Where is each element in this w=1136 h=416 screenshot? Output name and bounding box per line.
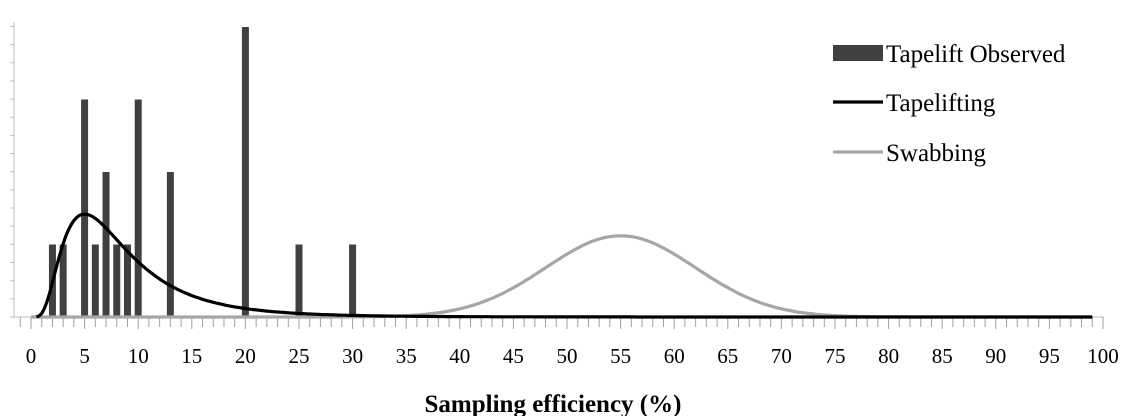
x-tick-label: 0 — [26, 344, 37, 368]
x-tick-label: 80 — [878, 344, 899, 368]
x-tick-label: 30 — [342, 344, 363, 368]
x-axis-title: Sampling efficiency (%) — [425, 391, 682, 416]
x-tick-label: 70 — [771, 344, 792, 368]
bar-20 — [241, 27, 249, 317]
x-tick-label: 55 — [610, 344, 631, 368]
x-tick-label: 90 — [985, 344, 1006, 368]
x-tick-label: 40 — [449, 344, 470, 368]
x-tick-label: 60 — [664, 344, 685, 368]
x-tick-label: 10 — [128, 344, 149, 368]
bar-5 — [81, 99, 89, 317]
x-tick-label: 20 — [235, 344, 256, 368]
bar-6 — [91, 244, 99, 317]
legend-label: Tapelifting — [886, 90, 996, 117]
legend-item-tapelifting: Tapelifting — [833, 90, 996, 117]
x-tick-label: 100 — [1087, 344, 1119, 368]
line-series — [31, 212, 1093, 319]
x-tick-label: 25 — [289, 344, 310, 368]
legend-label: Tapelift Observed — [886, 41, 1066, 68]
line-tapelifting — [35, 212, 1093, 319]
x-tick-label: 45 — [503, 344, 524, 368]
x-tick-label: 15 — [181, 344, 202, 368]
legend-label: Swabbing — [886, 140, 987, 167]
legend: Tapelift Observed Tapelifting Swabbing — [833, 41, 1066, 167]
x-tick-label: 75 — [825, 344, 846, 368]
x-tick-label: 50 — [557, 344, 578, 368]
bar-3 — [59, 244, 67, 317]
x-tick-label: 35 — [396, 344, 417, 368]
bar-25 — [295, 244, 303, 317]
bar-10 — [134, 99, 142, 317]
bar-8 — [113, 244, 121, 317]
x-tick-labels: 0 5 10 15 20 25 30 35 40 45 50 55 60 65 70 75 80 85 90 95 10… — [26, 344, 1119, 368]
x-tick-label: 85 — [932, 344, 953, 368]
bar-7 — [102, 172, 110, 317]
legend-swatch-bar — [833, 45, 883, 61]
x-tick-label: 95 — [1039, 344, 1060, 368]
bar-13 — [166, 172, 174, 317]
x-tick-label: 65 — [717, 344, 738, 368]
bar-series-tapelift-observed — [48, 27, 357, 317]
legend-item-swabbing: Swabbing — [833, 140, 987, 167]
line-swabbing — [31, 234, 1093, 319]
y-axis — [10, 22, 15, 318]
bar-9 — [123, 244, 131, 317]
x-tick-label: 5 — [79, 344, 90, 368]
x-axis — [14, 316, 1104, 329]
bar-30 — [349, 244, 357, 317]
legend-item-tapelift-observed: Tapelift Observed — [833, 41, 1066, 68]
